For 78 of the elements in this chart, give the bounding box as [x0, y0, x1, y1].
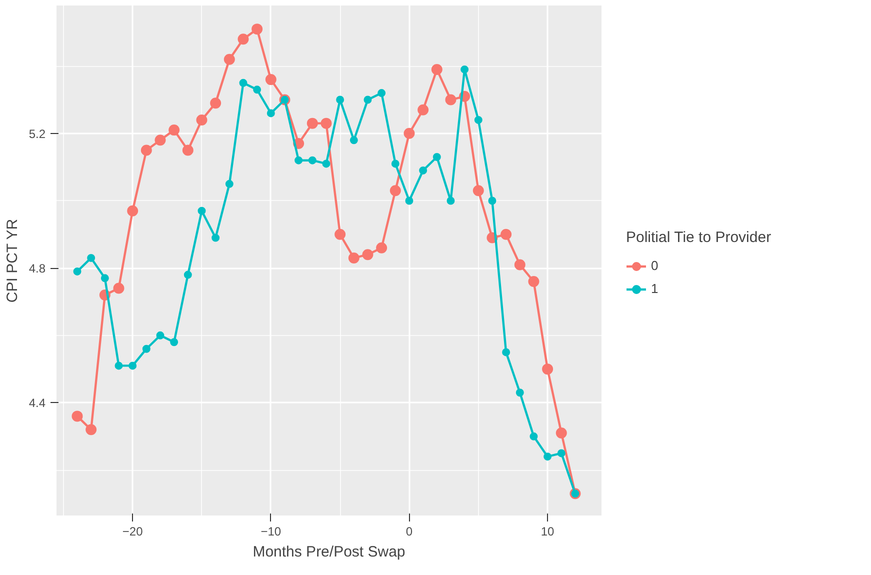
point: [184, 270, 192, 279]
x-tick-label: 0: [406, 524, 413, 538]
point: [306, 118, 318, 129]
point: [154, 134, 166, 146]
point: [182, 144, 194, 156]
point: [265, 74, 276, 86]
point: [556, 428, 567, 439]
point: [530, 432, 538, 440]
y-tick-label: 5.2: [28, 126, 46, 141]
x-axis-title: Months Pre/Post Swap: [252, 544, 406, 560]
point: [210, 98, 222, 109]
x-tick-label: 10: [540, 524, 555, 538]
point: [322, 160, 330, 168]
point: [460, 65, 469, 74]
y-tick-label: 4.4: [28, 396, 46, 410]
point: [516, 388, 524, 397]
point: [431, 64, 442, 75]
point: [294, 156, 303, 164]
point: [252, 24, 263, 35]
point: [196, 114, 208, 126]
point: [362, 249, 374, 260]
point: [225, 180, 234, 188]
point: [142, 344, 150, 353]
point: [405, 196, 414, 205]
point: [474, 116, 482, 124]
point: [376, 242, 388, 254]
point: [500, 228, 512, 240]
point: [446, 196, 455, 205]
point: [114, 362, 123, 370]
point: [87, 254, 96, 262]
y-axis-title: CPI PCT YR: [4, 218, 21, 303]
point: [348, 252, 360, 264]
point: [320, 118, 332, 129]
point: [502, 348, 510, 356]
point: [350, 136, 358, 144]
point: [238, 34, 249, 45]
legend-title: Politial Tie to Provider: [626, 228, 772, 246]
point: [253, 86, 262, 94]
point: [418, 104, 429, 116]
point: [308, 156, 316, 164]
x-tick-label: −20: [122, 524, 144, 538]
point: [239, 78, 248, 87]
point: [544, 452, 552, 461]
point: [86, 424, 97, 436]
point: [72, 410, 83, 422]
point: [156, 331, 164, 340]
point: [127, 205, 138, 216]
point: [514, 259, 526, 270]
legend-label: 0: [651, 258, 660, 273]
point: [472, 185, 484, 196]
point: [404, 128, 415, 139]
point: [488, 196, 496, 205]
point: [198, 206, 206, 215]
point: [364, 96, 372, 104]
point: [224, 54, 235, 65]
legend-label: 1: [651, 281, 660, 296]
x-tick-label: −10: [260, 524, 282, 538]
point: [445, 94, 456, 106]
point: [391, 160, 400, 168]
point: [170, 338, 178, 346]
y-tick-label: 4.8: [28, 262, 46, 276]
point: [334, 228, 346, 240]
point: [73, 267, 82, 276]
point: [528, 276, 540, 288]
point: [113, 282, 124, 294]
point: [128, 362, 137, 370]
point: [378, 89, 386, 98]
point: [168, 124, 180, 136]
point: [419, 166, 428, 174]
point: [100, 274, 109, 282]
point: [140, 144, 152, 156]
point: [212, 234, 220, 242]
point: [432, 152, 441, 161]
point: [542, 364, 554, 375]
point: [336, 96, 344, 104]
point: [266, 109, 275, 118]
point: [390, 185, 401, 196]
point: [557, 449, 566, 458]
